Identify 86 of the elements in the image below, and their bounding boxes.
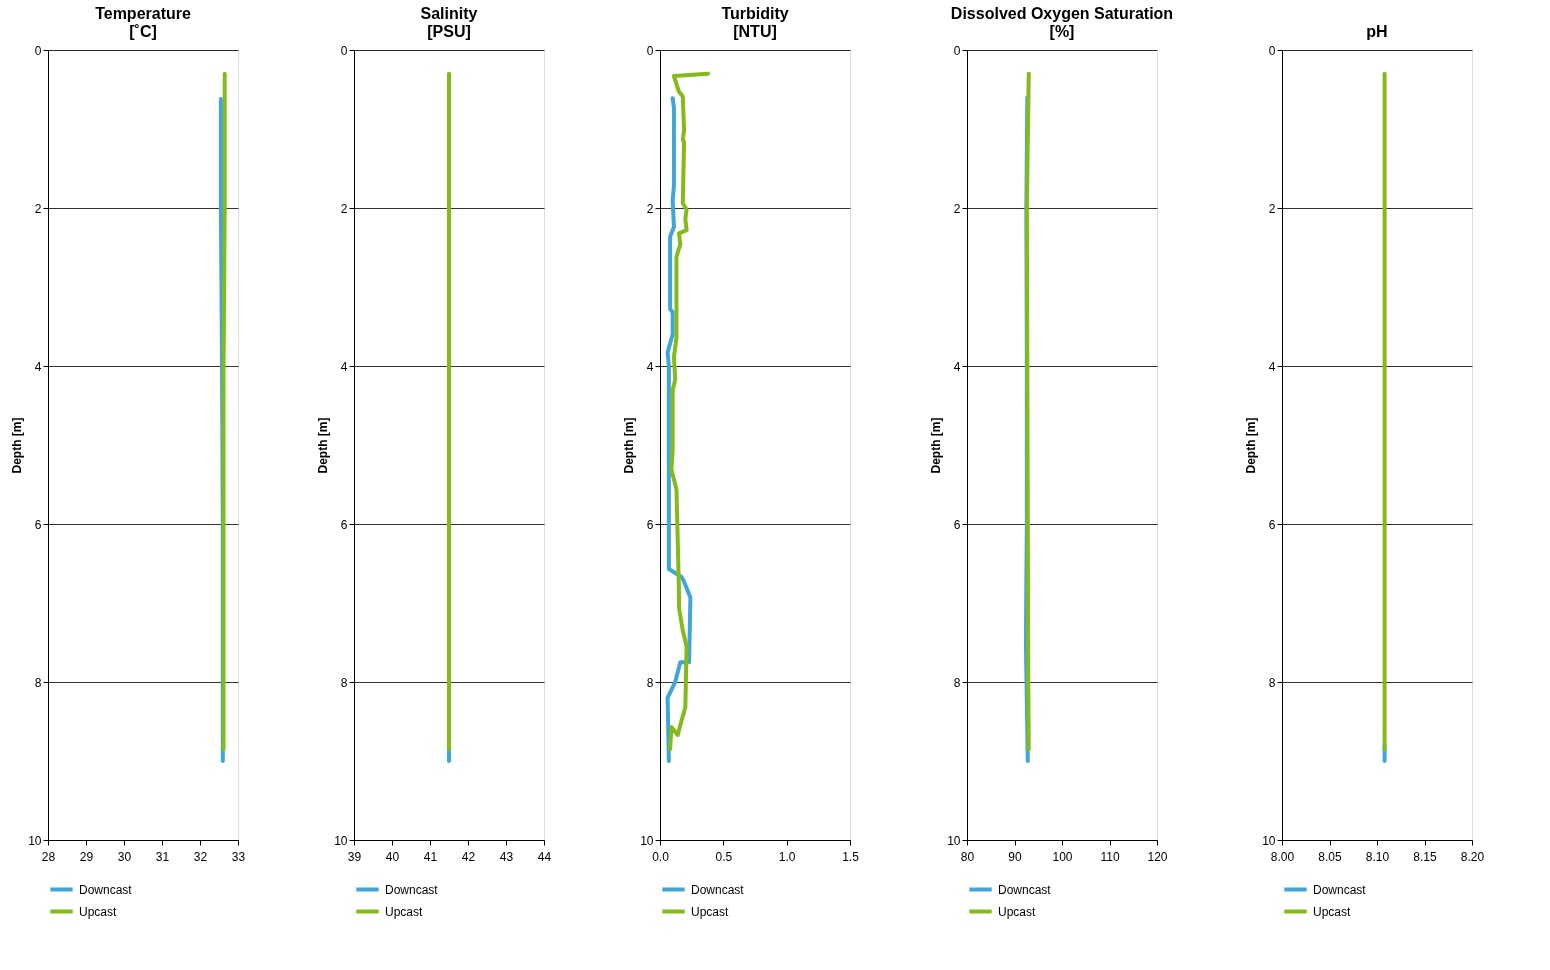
legend-label: Downcast: [691, 882, 745, 897]
legend-label: Downcast: [385, 882, 439, 897]
legend-label: Upcast: [998, 904, 1037, 919]
line-series: [447, 71, 451, 752]
y-axis-title: Depth [m]: [622, 417, 637, 474]
chart-subtitle: [˚C]: [129, 23, 157, 40]
y-tick-label: 6: [646, 517, 654, 532]
x-tick-label: 80: [960, 849, 975, 864]
chart-title: Turbidity: [721, 5, 789, 22]
chart-title: Temperature: [95, 5, 191, 22]
y-tick-label: 2: [34, 201, 42, 216]
y-tick-label: 8: [1268, 675, 1276, 690]
x-tick-label: 28: [41, 849, 56, 864]
x-tick-label: 31: [155, 849, 170, 864]
x-tick-label: 1.0: [778, 849, 796, 864]
y-tick-label: 4: [34, 359, 42, 374]
y-tick-label: 10: [28, 833, 42, 848]
y-tick-label: 0: [953, 43, 961, 58]
x-tick-label: 8.15: [1413, 849, 1437, 864]
y-tick-label: 4: [340, 359, 348, 374]
x-tick-label: 8.00: [1270, 849, 1295, 864]
y-tick-label: 0: [340, 43, 348, 58]
y-tick-label: 4: [1268, 359, 1276, 374]
y-tick-label: 6: [953, 517, 961, 532]
x-tick-label: 44: [537, 849, 552, 864]
y-tick-label: 10: [334, 833, 348, 848]
y-axis-title: Depth [m]: [10, 417, 25, 474]
x-tick-label: 8.20: [1460, 849, 1485, 864]
x-tick-label: 29: [79, 849, 94, 864]
x-tick-label: 8.10: [1365, 849, 1390, 864]
y-tick-label: 4: [646, 359, 654, 374]
y-tick-label: 2: [646, 201, 654, 216]
y-tick-label: 4: [953, 359, 961, 374]
line-series: [1382, 71, 1387, 752]
x-tick-label: 8.05: [1318, 849, 1342, 864]
x-tick-label: 43: [499, 849, 514, 864]
legend-label: Downcast: [998, 882, 1052, 897]
y-tick-label: 0: [34, 43, 42, 58]
x-tick-label: 1.5: [842, 849, 860, 864]
line-series: [1024, 71, 1031, 752]
y-tick-label: 10: [947, 833, 961, 848]
legend-label: Upcast: [1313, 904, 1352, 919]
line-series: [665, 96, 693, 763]
x-tick-label: 40: [385, 849, 400, 864]
x-tick-label: 90: [1008, 849, 1022, 864]
y-tick-label: 0: [646, 43, 654, 58]
chart-subtitle: [NTU]: [733, 23, 777, 40]
y-tick-label: 2: [1268, 201, 1276, 216]
chart-subtitle: [%]: [1049, 23, 1075, 40]
y-axis-title: Depth [m]: [316, 417, 331, 474]
legend-label: Upcast: [691, 904, 730, 919]
x-tick-label: 42: [461, 849, 476, 864]
chart-title: Salinity: [420, 5, 478, 22]
y-tick-label: 10: [1262, 833, 1276, 848]
y-tick-label: 6: [34, 517, 42, 532]
x-tick-label: 120: [1147, 849, 1168, 864]
x-tick-label: 100: [1052, 849, 1073, 864]
y-tick-label: 0: [1268, 43, 1276, 58]
line-series: [221, 71, 227, 752]
y-tick-label: 2: [340, 201, 348, 216]
y-tick-label: 2: [953, 201, 961, 216]
chart-title: pH: [1366, 23, 1388, 40]
x-tick-label: 32: [193, 849, 208, 864]
y-tick-label: 8: [646, 675, 654, 690]
y-axis-title: Depth [m]: [929, 417, 944, 474]
legend-label: Upcast: [385, 904, 424, 919]
chart-title: Dissolved Oxygen Saturation: [950, 5, 1174, 22]
chart-subtitle: [PSU]: [427, 23, 471, 40]
y-tick-label: 8: [340, 675, 348, 690]
legend-label: Upcast: [79, 904, 118, 919]
x-tick-label: 33: [231, 849, 246, 864]
x-tick-label: 30: [117, 849, 132, 864]
y-tick-label: 8: [953, 675, 961, 690]
y-tick-label: 8: [34, 675, 42, 690]
y-tick-label: 10: [640, 833, 654, 848]
x-tick-label: 41: [423, 849, 438, 864]
x-tick-label: 0.5: [715, 849, 733, 864]
x-tick-label: 0.0: [652, 849, 670, 864]
x-tick-label: 110: [1100, 849, 1120, 864]
x-tick-label: 39: [347, 849, 362, 864]
y-tick-label: 6: [340, 517, 348, 532]
legend-label: Downcast: [79, 882, 133, 897]
y-axis-title: Depth [m]: [1244, 417, 1259, 474]
legend-label: Downcast: [1313, 882, 1367, 897]
line-series: [668, 71, 711, 752]
y-tick-label: 6: [1268, 517, 1276, 532]
